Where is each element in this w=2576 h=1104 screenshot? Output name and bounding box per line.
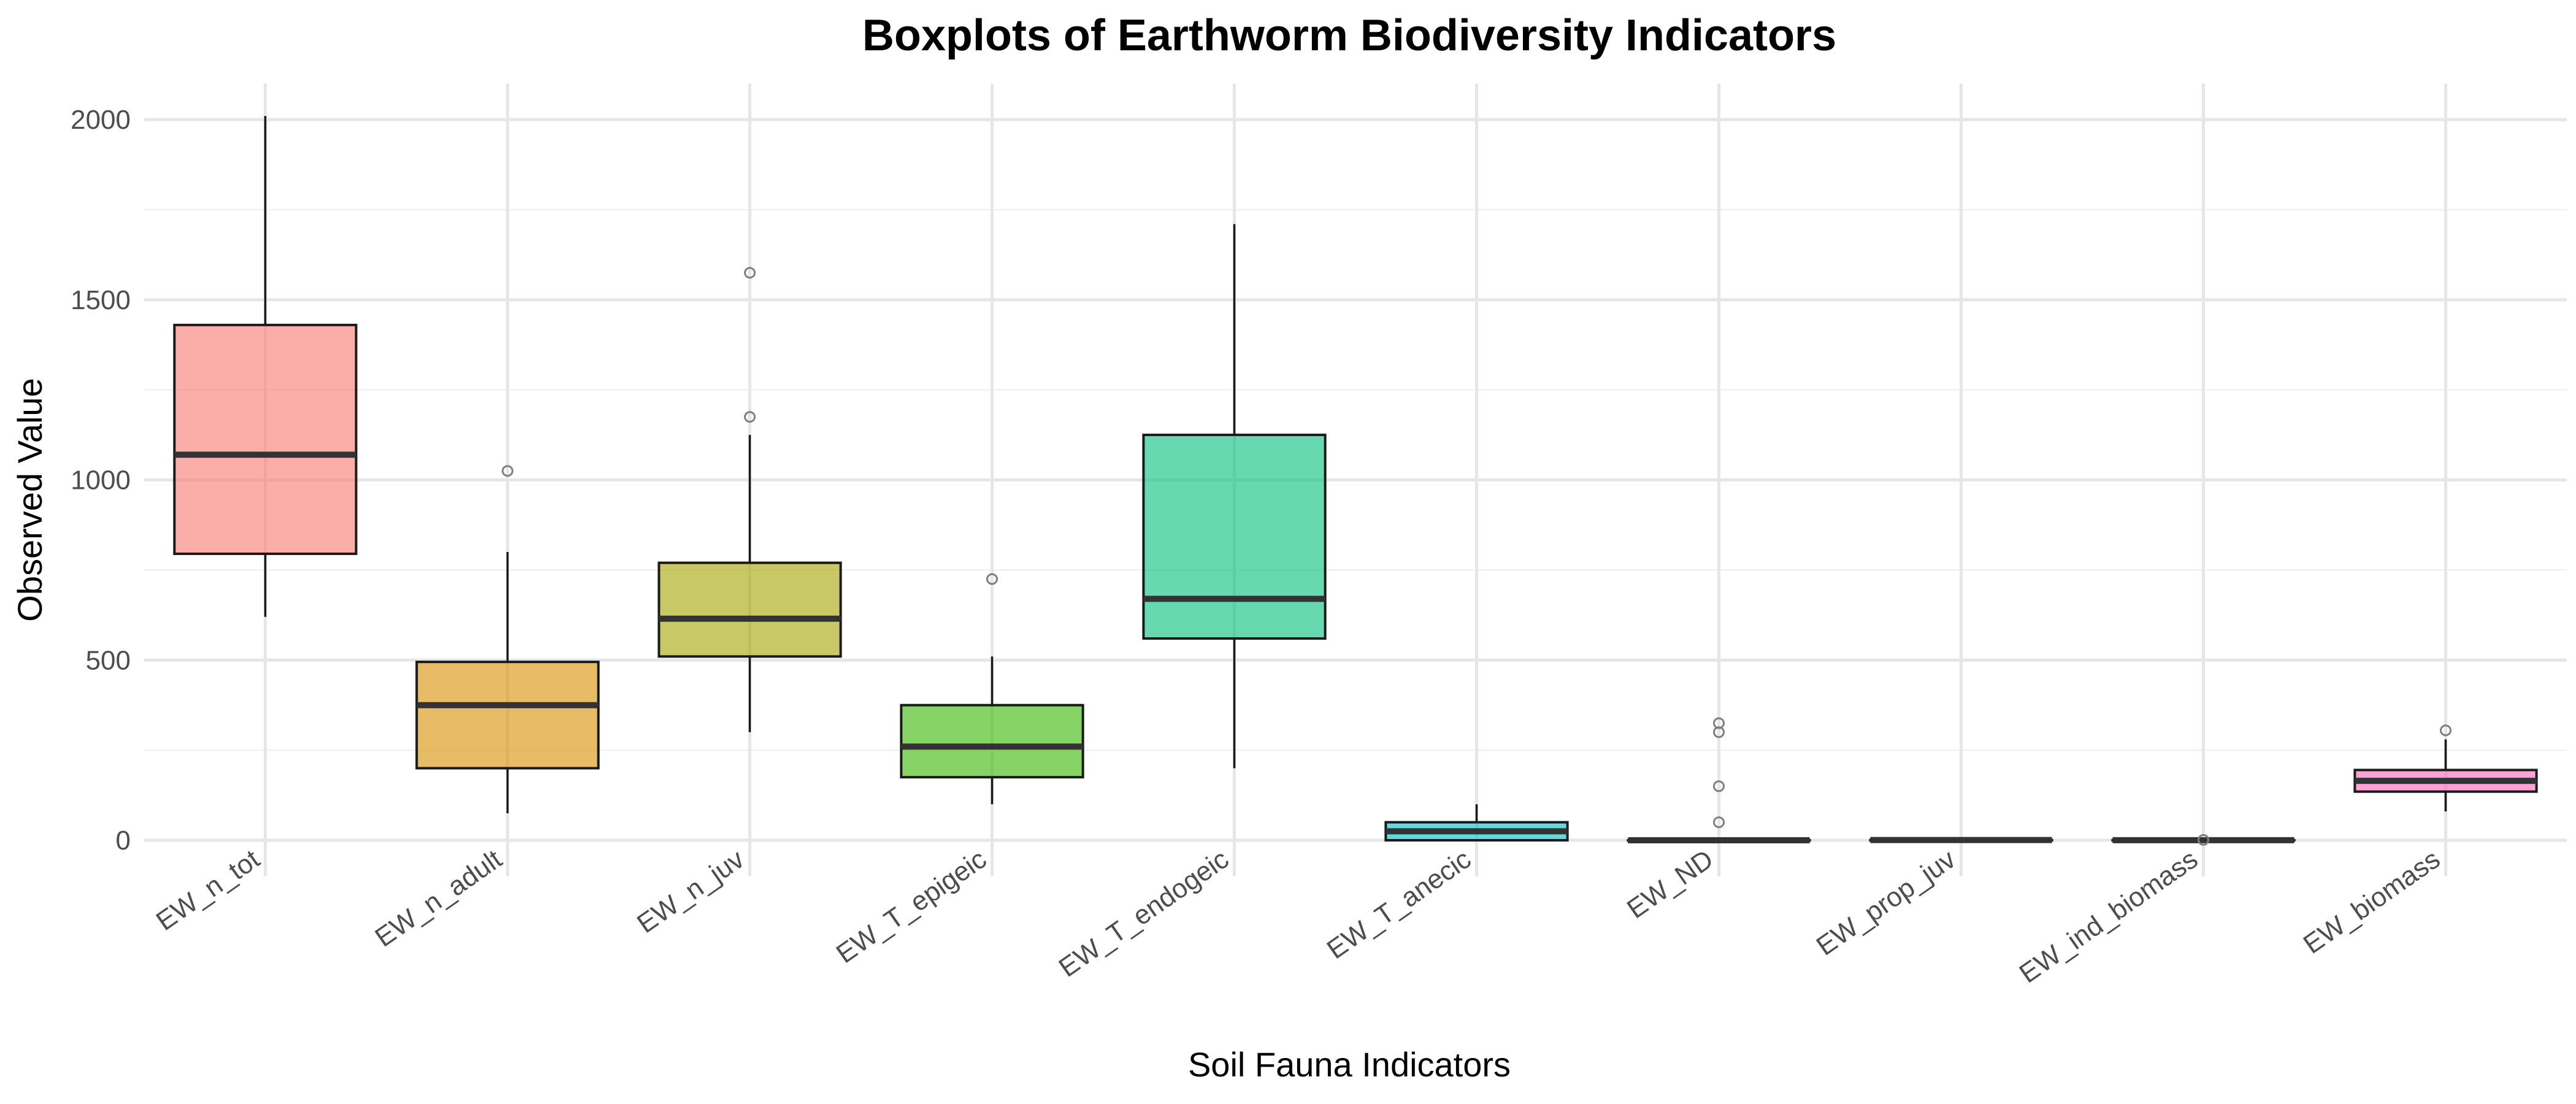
y-tick-label: 1500 bbox=[71, 285, 131, 315]
box-body bbox=[657, 561, 842, 658]
y-tick-label: 500 bbox=[86, 645, 131, 675]
box-EW_n_tot bbox=[173, 116, 358, 617]
y-axis-title: Observed Value bbox=[10, 378, 49, 621]
box-body bbox=[173, 323, 358, 555]
x-tick-label: EW_T_endogeic bbox=[1054, 844, 1235, 983]
box-EW_ind_biomass bbox=[2111, 834, 2296, 846]
y-tick-label: 2000 bbox=[71, 105, 131, 135]
box-layer bbox=[173, 116, 2538, 846]
box-EW_ND bbox=[1627, 717, 1811, 843]
outlier-point bbox=[744, 267, 756, 279]
box-EW_biomass bbox=[2353, 724, 2538, 811]
box-EW_n_juv bbox=[657, 267, 842, 732]
x-tick-label: EW_ind_biomass bbox=[2014, 844, 2204, 989]
box-body bbox=[1142, 434, 1327, 640]
outlier-point bbox=[1713, 717, 1725, 729]
box-EW_T_endogeic bbox=[1142, 224, 1327, 769]
y-tick-label: 1000 bbox=[71, 466, 131, 496]
outlier-point bbox=[744, 411, 756, 423]
chart-title: Boxplots of Earthworm Biodiversity Indic… bbox=[862, 11, 1836, 60]
outlier-point bbox=[1713, 780, 1725, 792]
outlier-point bbox=[2440, 724, 2451, 737]
x-tick-label: EW_T_anecic bbox=[1322, 844, 1476, 965]
x-tick-label: EW_prop_juv bbox=[1811, 844, 1961, 962]
outlier-point bbox=[502, 465, 513, 477]
box-EW_T_anecic bbox=[1384, 804, 1569, 841]
x-tick-label: EW_n_tot bbox=[151, 844, 265, 937]
outlier-point bbox=[1713, 816, 1725, 829]
x-tick-label: EW_ND bbox=[1622, 844, 1719, 924]
x-axis-title: Soil Fauna Indicators bbox=[1188, 1045, 1511, 1084]
box-EW_n_adult bbox=[415, 465, 600, 813]
x-tick-label: EW_n_adult bbox=[370, 844, 507, 953]
x-tick-label: EW_T_epigeic bbox=[831, 844, 992, 969]
box-body bbox=[900, 703, 1084, 779]
box-body bbox=[415, 661, 600, 770]
box-EW_T_epigeic bbox=[900, 573, 1084, 805]
y-tick-label: 0 bbox=[116, 826, 131, 856]
outlier-point bbox=[986, 573, 998, 585]
x-tick-label: EW_biomass bbox=[2298, 844, 2445, 960]
x-tick-label: EW_n_juv bbox=[632, 844, 749, 939]
outlier-point bbox=[2198, 834, 2209, 846]
box-EW_prop_juv bbox=[1869, 837, 2053, 843]
